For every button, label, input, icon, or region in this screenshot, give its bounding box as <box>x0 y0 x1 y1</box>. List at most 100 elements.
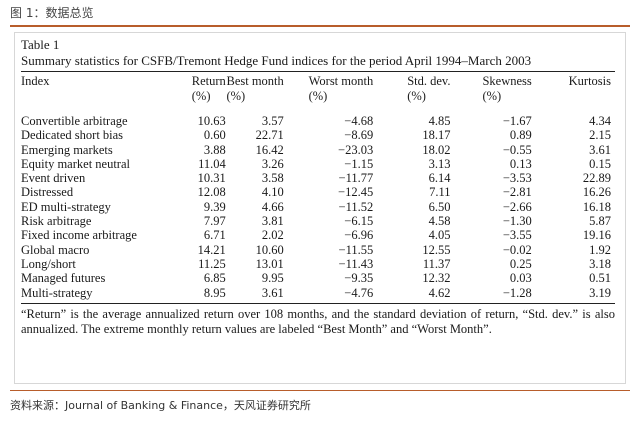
table-rule-bottom <box>21 302 615 304</box>
row-skewness: −1.30 <box>502 214 532 229</box>
row-return: 10.31 <box>197 171 226 186</box>
bottom-rule <box>10 390 630 391</box>
table-row: Multi-strategy 8.95 3.61 −4.76 4.62 −1.28 3.19 <box>21 286 615 300</box>
row-skewness: −1.67 <box>502 114 532 128</box>
table-row: Fixed income arbitrage 6.71 2.02 −6.96 4.05 −… <box>21 228 615 242</box>
row-worst-month: −11.43 <box>338 256 374 271</box>
table-row: Risk arbitrage 7.97 3.81 −6.15 4.58 −1.30 5.87 <box>21 214 615 228</box>
row-index: Convertible arbitrage <box>21 114 128 128</box>
row-worst-month: −8.69 <box>344 128 374 143</box>
row-index: Distressed <box>21 185 74 200</box>
row-skewness: 0.03 <box>509 271 532 286</box>
row-return: 6.85 <box>203 271 226 286</box>
row-skewness: 0.13 <box>509 156 532 171</box>
row-worst-month: −6.96 <box>344 228 374 243</box>
row-std-dev: 12.55 <box>422 242 451 257</box>
table-row: Equity market neutral 11.04 3.26 −1.15 3.13 0… <box>21 157 615 171</box>
row-best-month: 4.10 <box>261 185 284 200</box>
row-index: Managed futures <box>21 271 106 286</box>
row-best-month: 4.66 <box>261 199 284 214</box>
unit-skew: (%) <box>482 89 502 103</box>
row-return: 11.04 <box>198 156 226 171</box>
row-return: 12.08 <box>197 185 226 200</box>
unit-std: (%) <box>407 89 426 103</box>
row-return: 14.21 <box>197 242 226 257</box>
header-index: Index <box>21 74 50 88</box>
header-skewness: Skewness (%) <box>482 74 532 103</box>
row-kurtosis: 1.92 <box>589 242 611 257</box>
row-return: 3.88 <box>203 142 226 157</box>
row-skewness: −1.28 <box>502 285 532 300</box>
row-kurtosis: 4.34 <box>589 114 611 128</box>
row-std-dev: 12.32 <box>422 271 451 286</box>
table-row: Distressed 12.08 4.10 −12.45 7.11 −2.81 16.26 <box>21 185 615 199</box>
table-body: Convertible arbitrage 10.63 3.57 −4.68 4.85 −… <box>21 114 615 300</box>
row-index: Event driven <box>21 171 86 186</box>
table-note: “Return” is the average annualized retur… <box>21 306 615 336</box>
row-index: Risk arbitrage <box>21 214 92 229</box>
row-best-month: 13.01 <box>255 256 284 271</box>
row-std-dev: 18.02 <box>422 142 451 157</box>
row-skewness: −0.55 <box>502 142 532 157</box>
table-caption: Summary statistics for CSFB/Tremont Hedg… <box>21 53 532 68</box>
table-figure: Table 1 Summary statistics for CSFB/Trem… <box>14 32 626 384</box>
row-skewness: 0.25 <box>509 256 532 271</box>
row-best-month: 16.42 <box>255 142 284 157</box>
row-index: Emerging markets <box>21 142 113 157</box>
table-label: Table 1 <box>21 37 60 52</box>
row-std-dev: 4.05 <box>428 228 451 243</box>
row-skewness: −0.02 <box>502 242 532 257</box>
row-skewness: −3.53 <box>502 171 532 186</box>
statistics-table: Index Return (%) Best month (%) Worst mont… <box>21 72 615 300</box>
row-kurtosis: 0.15 <box>589 156 611 171</box>
row-worst-month: −9.35 <box>344 271 374 286</box>
row-return: 10.63 <box>197 114 226 128</box>
row-index: Multi-strategy <box>21 285 93 300</box>
row-skewness: 0.89 <box>509 128 532 143</box>
row-kurtosis: 5.87 <box>589 214 611 229</box>
row-kurtosis: 16.18 <box>582 199 611 214</box>
row-worst-month: −23.03 <box>338 142 374 157</box>
unit-best: (%) <box>226 89 246 103</box>
row-std-dev: 11.37 <box>422 256 451 271</box>
row-worst-month: −11.55 <box>338 242 374 257</box>
row-return: 6.71 <box>203 228 226 243</box>
table-row: Long/short 11.25 13.01 −11.43 11.37 0.25 3.18 <box>21 257 615 271</box>
row-std-dev: 6.14 <box>428 171 451 186</box>
row-index: Dedicated short bias <box>21 128 124 143</box>
table-row: Emerging markets 3.88 16.42 −23.03 18.02 −0.5… <box>21 143 615 157</box>
row-return: 9.39 <box>203 199 226 214</box>
table-rule-top <box>21 71 615 72</box>
row-return: 11.25 <box>198 256 226 271</box>
row-best-month: 2.02 <box>261 228 284 243</box>
row-return: 8.95 <box>203 285 226 300</box>
row-index: Equity market neutral <box>21 156 130 171</box>
row-std-dev: 7.11 <box>429 185 451 200</box>
row-skewness: −3.55 <box>502 228 532 243</box>
row-best-month: 3.57 <box>261 114 284 128</box>
row-kurtosis: 0.51 <box>589 271 611 286</box>
row-kurtosis: 3.61 <box>589 142 611 157</box>
row-std-dev: 4.62 <box>428 285 451 300</box>
row-kurtosis: 19.16 <box>582 228 611 243</box>
row-worst-month: −6.15 <box>344 214 374 229</box>
row-kurtosis: 2.15 <box>589 128 611 143</box>
row-best-month: 3.58 <box>261 171 284 186</box>
row-best-month: 10.60 <box>255 242 284 257</box>
figure-title: 图 1：数据总览 <box>10 6 94 20</box>
source-note: 资料来源：Journal of Banking & Finance，天风证券研究… <box>10 399 311 412</box>
row-worst-month: −4.76 <box>344 285 374 300</box>
top-rule <box>10 25 630 27</box>
row-kurtosis: 16.26 <box>582 185 611 200</box>
header-row: Index Return (%) Best month (%) Worst mont… <box>21 72 615 104</box>
row-worst-month: −4.68 <box>344 114 374 128</box>
row-worst-month: −11.52 <box>338 199 374 214</box>
row-std-dev: 18.17 <box>422 128 451 143</box>
row-worst-month: −11.77 <box>338 171 374 186</box>
unit-worst: (%) <box>308 89 328 103</box>
header-best-month: Best month (%) <box>226 74 284 103</box>
header-std-dev: Std. dev. (%) <box>407 74 451 103</box>
row-worst-month: −1.15 <box>344 156 374 171</box>
table-container: Table 1 Summary statistics for CSFB/Trem… <box>21 37 615 337</box>
row-kurtosis: 3.19 <box>589 285 611 300</box>
